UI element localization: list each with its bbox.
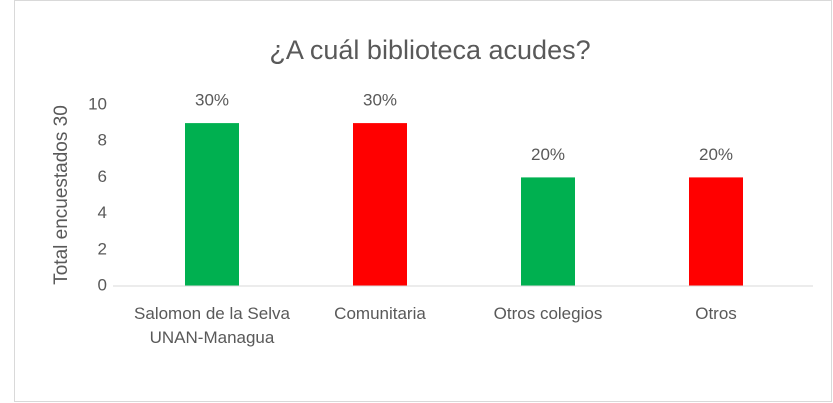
x-tick-label-box: Comunitaria [334,304,426,323]
x-tick-label-box: Otros colegios [493,304,603,323]
value-label: 30% [363,91,397,110]
y-tick-label: 6 [98,167,107,186]
bar [185,123,239,286]
x-tick-label-box: Otros [695,304,737,323]
chart-title: ¿A cuál biblioteca acudes? [269,35,590,65]
y-axis-title: Total encuestados 30 [51,105,72,285]
y-tick-label: 2 [98,239,107,258]
value-label: 30% [195,91,229,110]
x-tick-label-box: Salomon de la Selva UNAN-Managua [134,304,290,347]
x-tick-label: Otros [695,304,737,323]
y-tick-label: 10 [88,94,107,113]
y-tick-label: 0 [98,275,107,294]
y-tick-label: 8 [98,131,107,150]
bar [521,177,575,286]
value-label: 20% [531,145,565,164]
x-tick-label: Salomon de la Selva UNAN-Managua [134,304,290,347]
bar [353,123,407,286]
y-tick-label: 4 [98,203,107,222]
bar [689,177,743,286]
value-label: 20% [699,145,733,164]
x-tick-label: Otros colegios [493,304,603,323]
x-tick-label: Comunitaria [334,304,426,323]
